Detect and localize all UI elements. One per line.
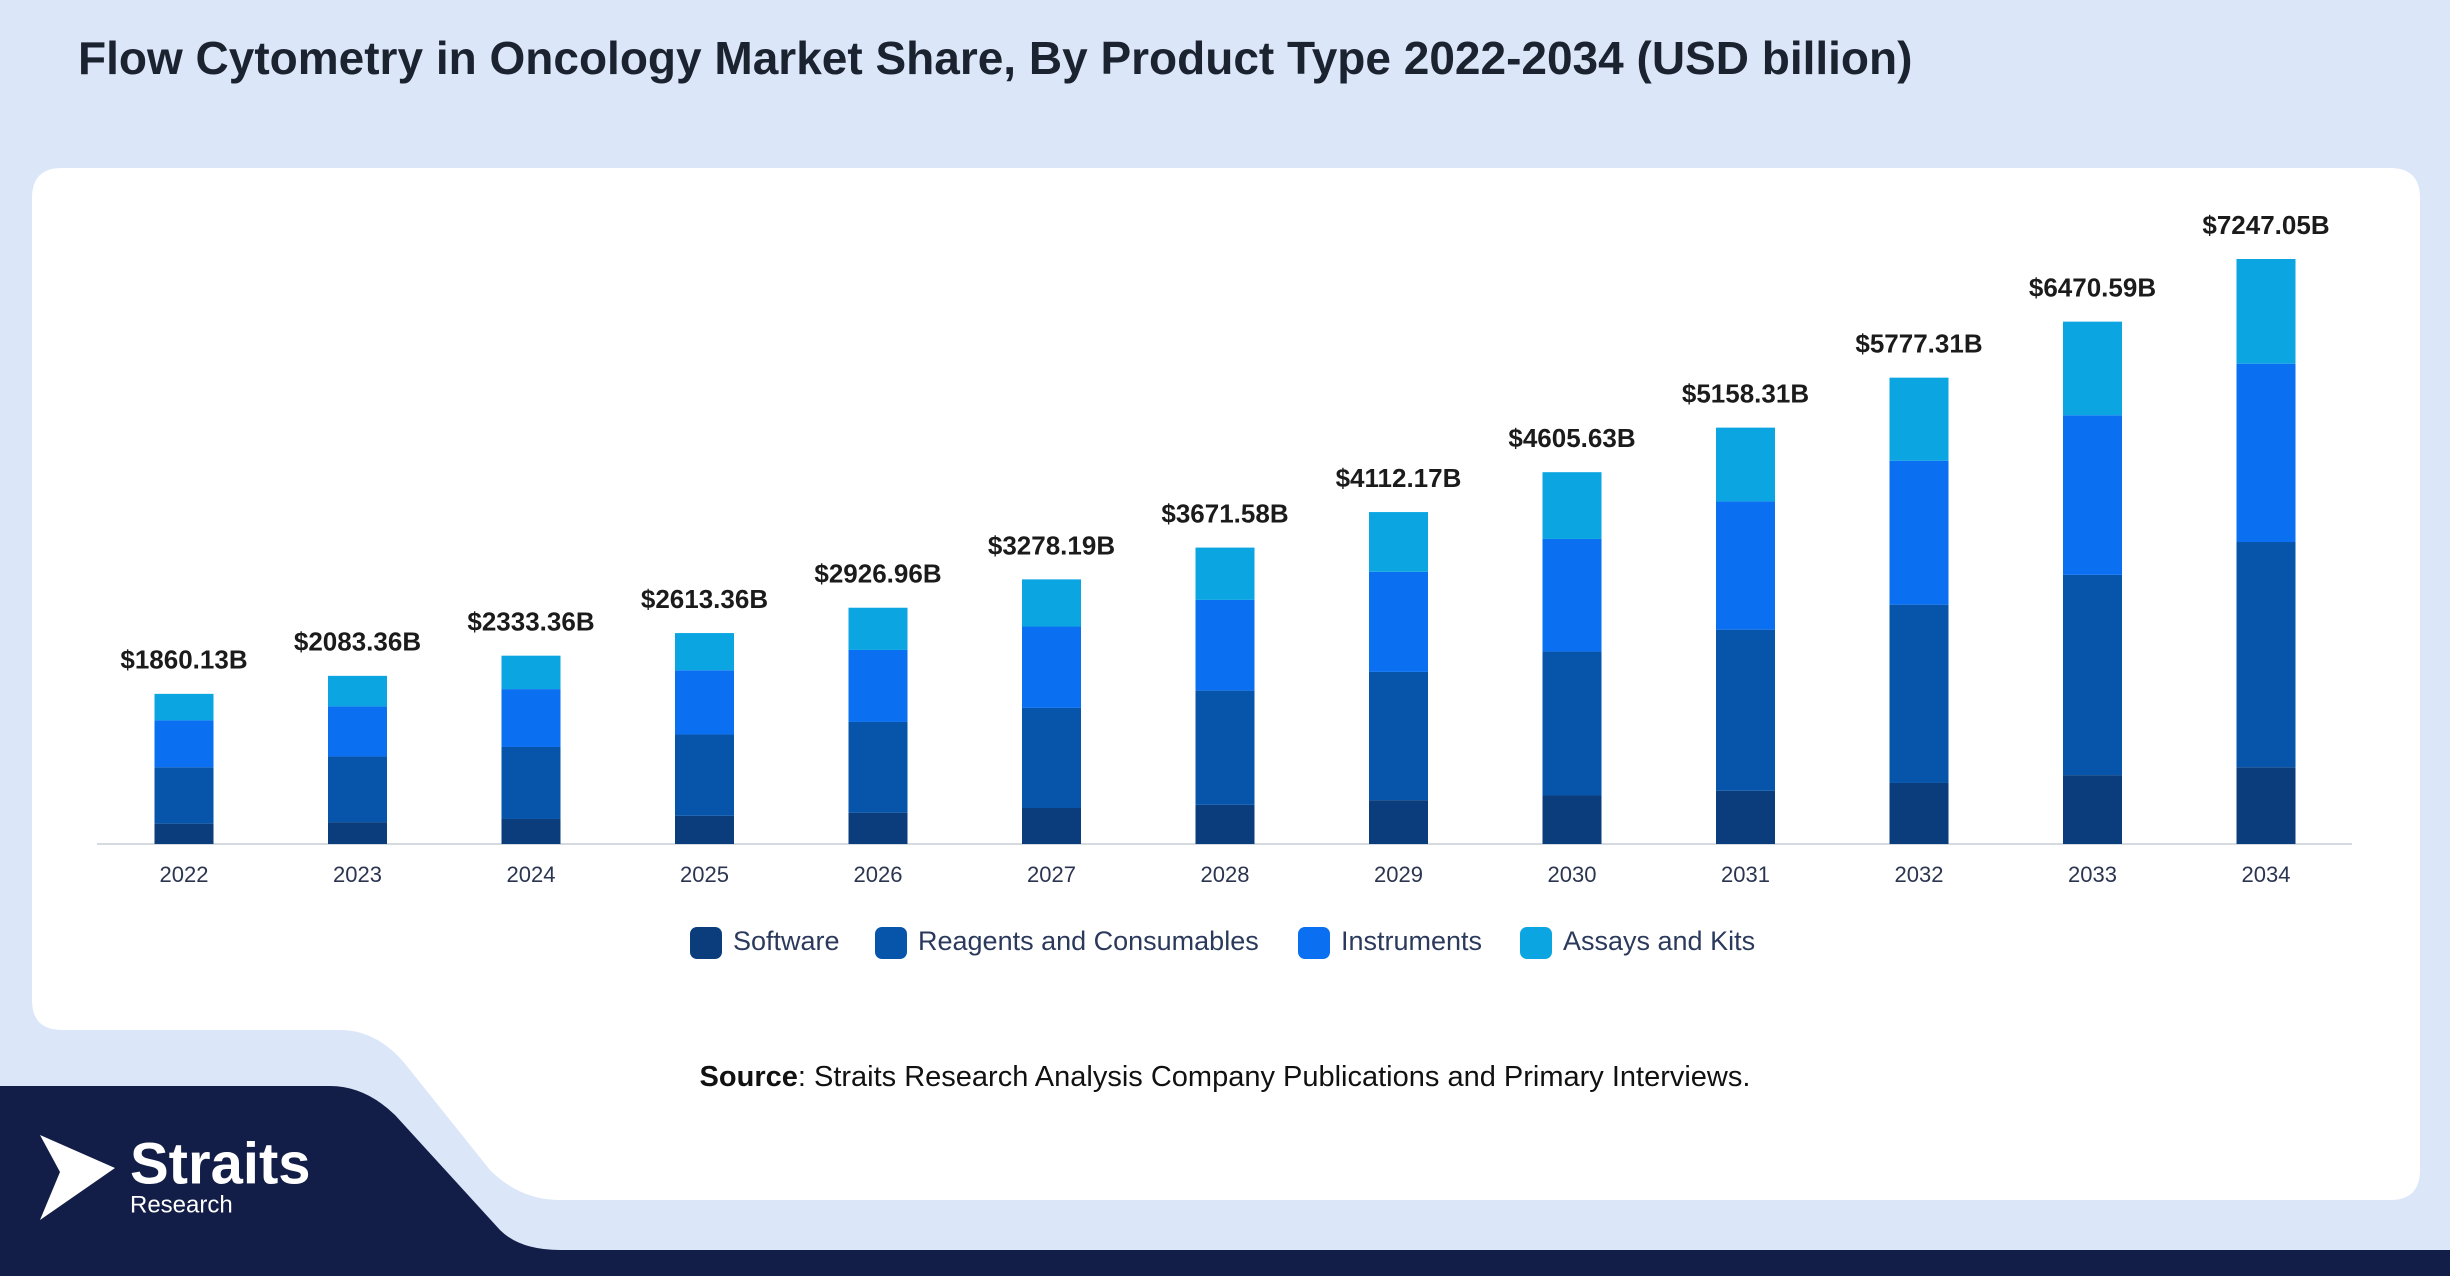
bar-segment — [501, 746, 561, 819]
total-label: $3278.19B — [988, 530, 1115, 560]
source-text: : Straits Research Analysis Company Publ… — [798, 1061, 1751, 1093]
bar-segment — [1369, 671, 1428, 801]
bar-segment — [675, 815, 734, 844]
bar-segment — [1022, 579, 1081, 627]
x-tick-label: 2024 — [507, 862, 556, 887]
bar-segment — [1542, 651, 1602, 796]
bar-segment — [154, 720, 214, 768]
bar-segment — [2236, 363, 2296, 543]
legend-swatch — [1298, 927, 1330, 959]
bar-segment — [328, 756, 387, 823]
bar-segment — [1195, 690, 1255, 805]
x-tick-label: 2031 — [1721, 862, 1770, 887]
total-label: $4605.63B — [1508, 423, 1635, 453]
total-label: $5158.31B — [1682, 379, 1809, 409]
bar-segment — [848, 812, 908, 844]
x-tick-label: 2026 — [854, 862, 903, 887]
total-label: $2083.36B — [294, 627, 421, 657]
bar-segment — [675, 670, 734, 735]
bar-segment — [1195, 804, 1255, 844]
bar-segment — [848, 721, 908, 813]
bar-segment — [1716, 629, 1775, 791]
bar-segment — [328, 675, 387, 707]
legend-swatch — [1520, 927, 1552, 959]
bar-segment — [154, 767, 214, 824]
legend-swatch — [690, 927, 722, 959]
bar-segment — [501, 818, 561, 844]
bar-segment — [1889, 604, 1949, 783]
bar-segment — [2236, 542, 2296, 768]
x-tick-label: 2023 — [333, 862, 382, 887]
bar-segment — [154, 693, 214, 721]
bar-segment — [1889, 460, 1949, 605]
bar-segment — [328, 822, 387, 844]
legend-swatch — [875, 927, 907, 959]
bar-segment — [1369, 800, 1428, 844]
bar-segment — [2236, 767, 2296, 844]
footer-band — [0, 1086, 2450, 1276]
bar-segment — [2063, 321, 2122, 416]
bar-segment — [848, 649, 908, 722]
bar-segment — [1542, 795, 1602, 844]
total-label: $4112.17B — [1336, 463, 1462, 493]
bar-segment — [1542, 472, 1602, 539]
x-tick-label: 2028 — [1201, 862, 1250, 887]
logo-name: Straits — [130, 1131, 311, 1196]
bar-segment — [1716, 790, 1775, 844]
bar-segment — [1889, 782, 1949, 844]
bar-segment — [1195, 547, 1255, 600]
bar-segment — [154, 823, 214, 844]
total-label: $1860.13B — [120, 645, 247, 675]
x-tick-label: 2027 — [1027, 862, 1076, 887]
total-label: $7247.05B — [2202, 210, 2329, 240]
x-tick-label: 2034 — [2242, 862, 2291, 887]
bar-segment — [675, 633, 734, 671]
bar-segment — [2063, 775, 2122, 844]
total-label: $5777.31B — [1855, 329, 1982, 359]
x-tick-label: 2025 — [680, 862, 729, 887]
legend-label: Assays and Kits — [1563, 926, 1755, 956]
bar-segment — [1022, 707, 1081, 808]
x-tick-label: 2022 — [160, 862, 209, 887]
bar-segment — [1716, 501, 1775, 630]
bar-segment — [2236, 259, 2296, 364]
bar-segment — [501, 655, 561, 690]
bar-segment — [1716, 427, 1775, 502]
bar-segment — [1889, 377, 1949, 461]
legend-label: Instruments — [1341, 926, 1482, 956]
source: Source: Straits Research Analysis Compan… — [700, 1061, 1751, 1093]
logo-mark — [40, 1135, 115, 1220]
bar-segment — [1022, 807, 1081, 844]
x-tick-label: 2032 — [1895, 862, 1944, 887]
bar-segment — [1369, 571, 1428, 672]
bar-segment — [1369, 512, 1428, 572]
total-label: $2613.36B — [641, 584, 768, 614]
bar-segment — [501, 689, 561, 747]
total-label: $2333.36B — [467, 607, 594, 637]
source-label: Source — [700, 1061, 798, 1093]
total-label: $6470.59B — [2029, 273, 2156, 303]
x-tick-label: 2030 — [1548, 862, 1597, 887]
legend-label: Reagents and Consumables — [918, 926, 1259, 956]
bar-segment — [1542, 538, 1602, 652]
logo-sub: Research — [130, 1191, 233, 1218]
x-tick-label: 2033 — [2068, 862, 2117, 887]
bar-segment — [1195, 599, 1255, 691]
bar-segment — [1022, 626, 1081, 708]
bar-segment — [2063, 574, 2122, 776]
chart-title: Flow Cytometry in Oncology Market Share,… — [78, 32, 1912, 84]
total-label: $2926.96B — [814, 559, 941, 589]
bar-segment — [328, 706, 387, 757]
total-label: $3671.58B — [1161, 498, 1288, 528]
bar-segment — [848, 607, 908, 650]
bar-segment — [2063, 415, 2122, 575]
x-tick-label: 2029 — [1374, 862, 1423, 887]
bar-segment — [675, 734, 734, 816]
legend-label: Software — [733, 926, 840, 956]
